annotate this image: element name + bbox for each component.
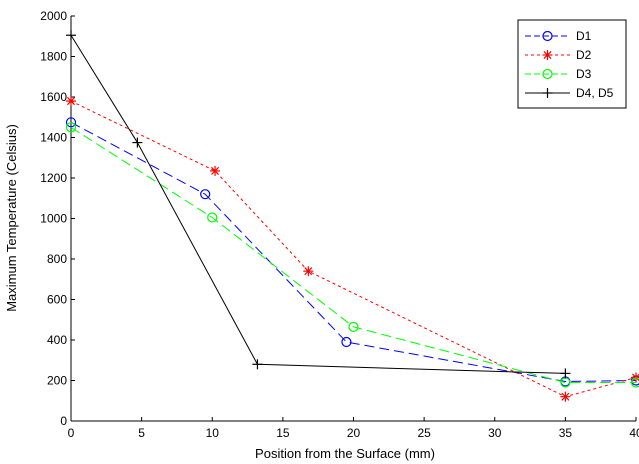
y-tick-label: 200 xyxy=(47,374,67,388)
y-tick-label: 1600 xyxy=(40,90,67,104)
x-tick-label: 20 xyxy=(347,426,361,440)
legend-entry: D4, D5 xyxy=(525,86,614,100)
legend-label: D3 xyxy=(576,67,592,81)
data-point xyxy=(341,336,352,348)
series-3 xyxy=(65,122,639,388)
legend-marker xyxy=(542,50,553,60)
y-axis-title: Maximum Temperature (Celsius) xyxy=(4,124,19,312)
y-ticks: 0 200 400 600 800 1000 1200 1400 1600 1800 2000 xyxy=(40,9,75,428)
y-tick-label: 1000 xyxy=(40,212,67,226)
x-tick-label: 40 xyxy=(629,426,639,440)
y-tick-label: 600 xyxy=(47,293,67,307)
data-point xyxy=(66,30,76,41)
x-tick-label: 15 xyxy=(276,426,290,440)
legend-entry: D1 xyxy=(525,29,592,43)
legend-marker xyxy=(542,30,553,42)
y-tick-label: 800 xyxy=(47,252,67,266)
legend-entry: D3 xyxy=(525,67,592,81)
legend-items: D1 D2 D3 D4, D5 xyxy=(525,29,614,100)
data-point xyxy=(560,391,571,402)
x-tick-label: 35 xyxy=(559,426,573,440)
legend-entry: D2 xyxy=(525,48,592,62)
data-point xyxy=(630,377,639,388)
y-tick-label: 1400 xyxy=(40,131,67,145)
y-tick-label: 1200 xyxy=(40,171,67,185)
x-ticks: 0 5 10 15 20 25 30 35 40 xyxy=(68,417,639,440)
data-point xyxy=(207,212,218,223)
legend: D1 D2 D3 D4, D5 xyxy=(517,19,627,109)
y-tick-label: 1800 xyxy=(40,50,67,64)
x-tick-label: 30 xyxy=(488,426,502,440)
x-tick-label: 10 xyxy=(206,426,220,440)
series-layer xyxy=(65,30,639,402)
y-tick-label: 0 xyxy=(60,414,67,428)
series-line xyxy=(70,34,566,374)
data-point xyxy=(560,368,571,379)
y-tick-label: 400 xyxy=(47,333,67,347)
data-point xyxy=(252,359,263,370)
legend-marker xyxy=(542,88,553,98)
series-line xyxy=(70,126,636,384)
data-point xyxy=(210,165,221,176)
legend-label: D2 xyxy=(576,48,592,62)
x-tick-label: 25 xyxy=(417,426,431,440)
data-point xyxy=(348,321,359,332)
data-point xyxy=(66,96,76,107)
series-1 xyxy=(65,117,639,387)
series-4 xyxy=(66,30,571,379)
data-point xyxy=(65,117,77,128)
data-point xyxy=(65,122,77,133)
legend-label: D4, D5 xyxy=(576,86,614,100)
series-line xyxy=(70,100,637,398)
data-point xyxy=(132,137,143,148)
series-line xyxy=(70,121,637,383)
data-point xyxy=(200,189,211,200)
x-axis-title: Position from the Surface (mm) xyxy=(255,446,435,461)
x-tick-label: 0 xyxy=(68,426,75,440)
series-2 xyxy=(66,96,639,402)
legend-marker xyxy=(542,68,553,80)
y-tick-label: 2000 xyxy=(40,9,67,23)
data-point xyxy=(303,266,314,277)
legend-label: D1 xyxy=(576,29,592,43)
x-tick-label: 5 xyxy=(138,426,145,440)
